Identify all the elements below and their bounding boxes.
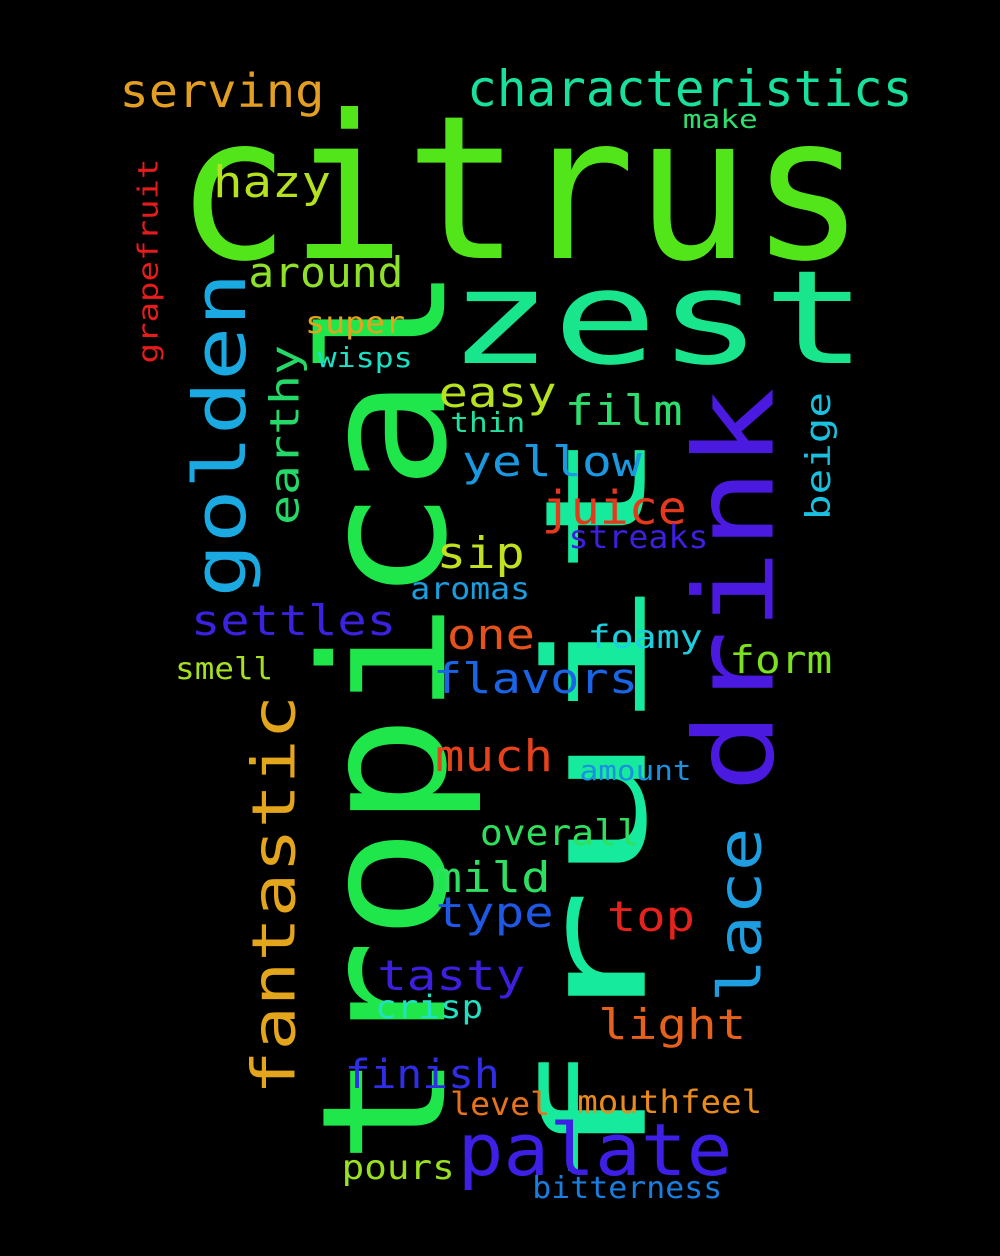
word-form: form <box>729 638 833 682</box>
word-juice: juice <box>541 481 687 535</box>
word-film: film <box>564 386 684 435</box>
word-light: light <box>597 1000 747 1049</box>
word-overall: overall <box>479 813 641 854</box>
word-settles: settles <box>191 596 397 645</box>
word-drink: drink <box>670 387 799 793</box>
word-zest: zest <box>447 242 869 394</box>
word-amount: amount <box>580 754 692 787</box>
word-beige: beige <box>798 392 839 520</box>
word-golden: golden <box>178 272 262 598</box>
word-hazy: hazy <box>212 157 332 208</box>
word-characteristics: characteristics <box>467 60 913 118</box>
word-level: level <box>449 1085 550 1123</box>
word-mild: mild <box>432 853 552 902</box>
word-wisps: wisps <box>317 341 413 374</box>
word-palate: palate <box>457 1108 733 1192</box>
word-yellow: yellow <box>462 437 642 486</box>
word-top: top <box>606 892 695 941</box>
word-easy: easy <box>438 368 558 417</box>
word-citrus: citrus <box>175 73 865 306</box>
word-mouthfeel: mouthfeel <box>577 1083 763 1121</box>
word-around: around <box>248 248 404 297</box>
word-serving: serving <box>119 64 325 118</box>
word-bitterness: bitterness <box>531 1171 723 1206</box>
word-finish: finish <box>344 1052 500 1098</box>
word-pours: pours <box>341 1148 455 1188</box>
word-flavors: flavors <box>433 654 639 703</box>
word-earthy: earthy <box>262 344 308 526</box>
word-much: much <box>434 731 554 782</box>
word-super: super <box>305 306 405 341</box>
word-sip: sip <box>436 528 525 579</box>
word-type: type <box>435 888 555 937</box>
word-lace: lace <box>705 827 775 1003</box>
word-streaks: streaks <box>568 518 708 556</box>
word-one: one <box>446 610 535 659</box>
word-grapefruit: grapefruit <box>130 158 164 364</box>
word-crisp: crisp <box>375 988 483 1026</box>
word-make: make <box>682 105 758 135</box>
word-thin: thin <box>450 406 526 439</box>
word-fantastic: fantastic <box>239 695 310 1095</box>
word-smell: smell <box>175 652 273 687</box>
word-foamy: foamy <box>587 618 703 656</box>
word-tasty: tasty <box>376 951 526 1000</box>
word-aromas: aromas <box>410 572 530 607</box>
